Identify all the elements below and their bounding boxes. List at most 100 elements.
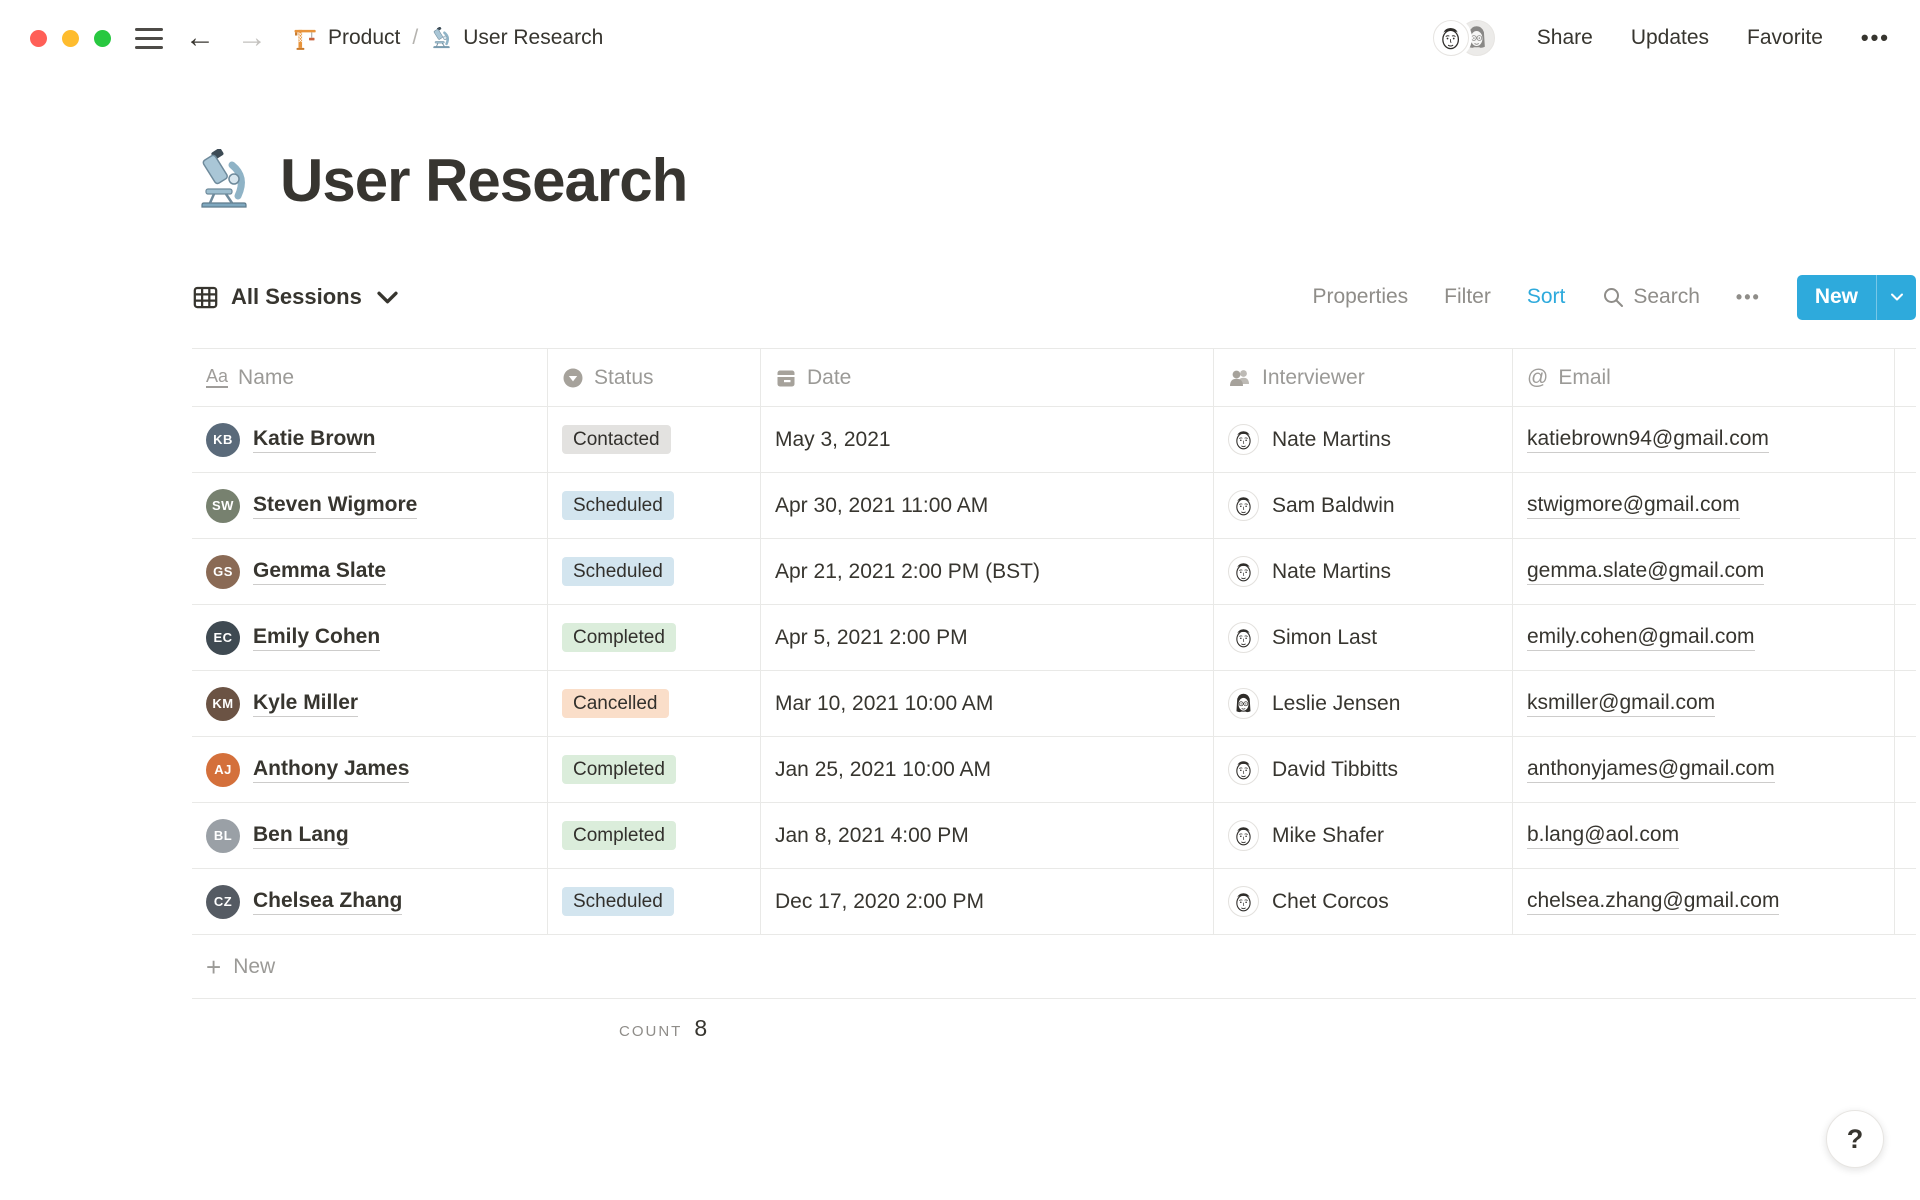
email-cell[interactable]: ksmiller@gmail.com (1513, 671, 1895, 736)
status-cell[interactable]: Contacted (548, 407, 761, 472)
name-cell[interactable]: EC Emily Cohen (192, 605, 548, 670)
email-cell[interactable]: anthonyjames@gmail.com (1513, 737, 1895, 802)
page-emoji-microscope-icon[interactable] (192, 149, 256, 213)
more-options-icon[interactable]: ••• (1860, 25, 1890, 50)
date-cell[interactable]: Mar 10, 2021 10:00 AM (761, 671, 1214, 736)
email-value[interactable]: b.lang@aol.com (1527, 823, 1680, 849)
email-value[interactable]: katiebrown94@gmail.com (1527, 427, 1769, 453)
page-title[interactable]: User Research (280, 147, 688, 214)
name-cell[interactable]: CZ Chelsea Zhang (192, 869, 548, 934)
status-cell[interactable]: Completed (548, 803, 761, 868)
table-row[interactable]: BL Ben Lang Completed Jan 8, 2021 4:00 P… (192, 803, 1916, 869)
participant-name[interactable]: Steven Wigmore (253, 493, 418, 519)
date-cell[interactable]: May 3, 2021 (761, 407, 1214, 472)
breadcrumb-parent[interactable]: Product (328, 26, 401, 49)
close-window-button[interactable] (30, 29, 47, 47)
table-row[interactable]: GS Gemma Slate Scheduled Apr 21, 2021 2:… (192, 539, 1916, 605)
favorite-button[interactable]: Favorite (1747, 26, 1823, 49)
zoom-window-button[interactable] (94, 29, 111, 47)
email-cell[interactable]: b.lang@aol.com (1513, 803, 1895, 868)
new-button-label[interactable]: New (1796, 274, 1876, 320)
email-value[interactable]: stwigmore@gmail.com (1527, 493, 1740, 519)
participant-name[interactable]: Anthony James (253, 757, 410, 783)
add-row[interactable]: + New (192, 935, 1916, 999)
interviewer-cell[interactable]: David Tibbitts (1214, 737, 1513, 802)
email-cell[interactable]: gemma.slate@gmail.com (1513, 539, 1895, 604)
interviewer-cell[interactable]: Simon Last (1214, 605, 1513, 670)
date-cell[interactable]: Apr 21, 2021 2:00 PM (BST) (761, 539, 1214, 604)
table-row[interactable]: KM Kyle Miller Cancelled Mar 10, 2021 10… (192, 671, 1916, 737)
status-cell[interactable]: Scheduled (548, 539, 761, 604)
sidebar-menu-icon[interactable] (135, 27, 163, 49)
breadcrumb-current[interactable]: User Research (463, 26, 604, 49)
email-cell[interactable]: chelsea.zhang@gmail.com (1513, 869, 1895, 934)
participant-name[interactable]: Katie Brown (253, 427, 376, 453)
participant-name[interactable]: Gemma Slate (253, 559, 387, 585)
date-cell[interactable]: Apr 30, 2021 11:00 AM (761, 473, 1214, 538)
table-row[interactable]: KB Katie Brown Contacted May 3, 2021 Nat… (192, 407, 1916, 473)
column-header-date[interactable]: Date (761, 349, 1214, 406)
collaborator-avatars[interactable] (1432, 20, 1495, 56)
help-button[interactable]: ? (1826, 1110, 1884, 1168)
collaborator-avatar-1 (1432, 20, 1469, 56)
name-cell[interactable]: KB Katie Brown (192, 407, 548, 472)
date-cell[interactable]: Jan 8, 2021 4:00 PM (761, 803, 1214, 868)
properties-button[interactable]: Properties (1312, 285, 1409, 308)
table-row[interactable]: CZ Chelsea Zhang Scheduled Dec 17, 2020 … (192, 869, 1916, 935)
interviewer-cell[interactable]: Leslie Jensen (1214, 671, 1513, 736)
email-value[interactable]: anthonyjames@gmail.com (1527, 757, 1775, 783)
date-cell[interactable]: Jan 25, 2021 10:00 AM (761, 737, 1214, 802)
participant-name[interactable]: Chelsea Zhang (253, 889, 403, 915)
interviewer-cell[interactable]: Nate Martins (1214, 539, 1513, 604)
email-cell[interactable]: katiebrown94@gmail.com (1513, 407, 1895, 472)
date-cell[interactable]: Apr 5, 2021 2:00 PM (761, 605, 1214, 670)
new-button-dropdown[interactable] (1876, 274, 1916, 320)
sessions-table: Aa Name Status Date Interviewer @ Email … (192, 348, 1916, 1042)
name-cell[interactable]: GS Gemma Slate (192, 539, 548, 604)
status-cell[interactable]: Cancelled (548, 671, 761, 736)
interviewer-cell[interactable]: Mike Shafer (1214, 803, 1513, 868)
minimize-window-button[interactable] (62, 29, 79, 47)
count-value[interactable]: 8 (694, 1015, 708, 1041)
email-value[interactable]: chelsea.zhang@gmail.com (1527, 889, 1780, 915)
email-cell[interactable]: stwigmore@gmail.com (1513, 473, 1895, 538)
table-row[interactable]: SW Steven Wigmore Scheduled Apr 30, 2021… (192, 473, 1916, 539)
status-cell[interactable]: Scheduled (548, 473, 761, 538)
updates-button[interactable]: Updates (1630, 26, 1710, 49)
name-cell[interactable]: AJ Anthony James (192, 737, 548, 802)
interviewer-cell[interactable]: Chet Corcos (1214, 869, 1513, 934)
status-badge: Completed (562, 622, 676, 653)
share-button[interactable]: Share (1536, 26, 1593, 49)
new-entry-button[interactable]: New (1796, 274, 1916, 320)
interviewer-cell[interactable]: Nate Martins (1214, 407, 1513, 472)
email-value[interactable]: gemma.slate@gmail.com (1527, 559, 1765, 585)
participant-name[interactable]: Ben Lang (253, 823, 349, 849)
status-cell[interactable]: Scheduled (548, 869, 761, 934)
table-row[interactable]: EC Emily Cohen Completed Apr 5, 2021 2:0… (192, 605, 1916, 671)
name-cell[interactable]: BL Ben Lang (192, 803, 548, 868)
toolbar-more-icon[interactable]: ••• (1735, 286, 1761, 307)
column-header-interviewer[interactable]: Interviewer (1214, 349, 1513, 406)
interviewer-avatar (1228, 556, 1259, 587)
status-cell[interactable]: Completed (548, 737, 761, 802)
table-row[interactable]: AJ Anthony James Completed Jan 25, 2021 … (192, 737, 1916, 803)
participant-name[interactable]: Emily Cohen (253, 625, 381, 651)
date-cell[interactable]: Dec 17, 2020 2:00 PM (761, 869, 1214, 934)
column-header-email[interactable]: @ Email (1513, 349, 1895, 406)
column-header-status[interactable]: Status (548, 349, 761, 406)
column-header-name[interactable]: Aa Name (192, 349, 548, 406)
email-value[interactable]: ksmiller@gmail.com (1527, 691, 1716, 717)
sort-button[interactable]: Sort (1526, 285, 1566, 308)
view-switcher[interactable]: All Sessions (192, 284, 401, 311)
email-cell[interactable]: emily.cohen@gmail.com (1513, 605, 1895, 670)
window-topbar: ← → Product / User Research Share Update… (0, 0, 1920, 76)
back-icon[interactable]: ← (185, 21, 215, 54)
search-button[interactable]: Search (1601, 285, 1700, 309)
interviewer-cell[interactable]: Sam Baldwin (1214, 473, 1513, 538)
participant-name[interactable]: Kyle Miller (253, 691, 359, 717)
status-cell[interactable]: Completed (548, 605, 761, 670)
name-cell[interactable]: KM Kyle Miller (192, 671, 548, 736)
filter-button[interactable]: Filter (1444, 285, 1491, 308)
email-value[interactable]: emily.cohen@gmail.com (1527, 625, 1755, 651)
name-cell[interactable]: SW Steven Wigmore (192, 473, 548, 538)
